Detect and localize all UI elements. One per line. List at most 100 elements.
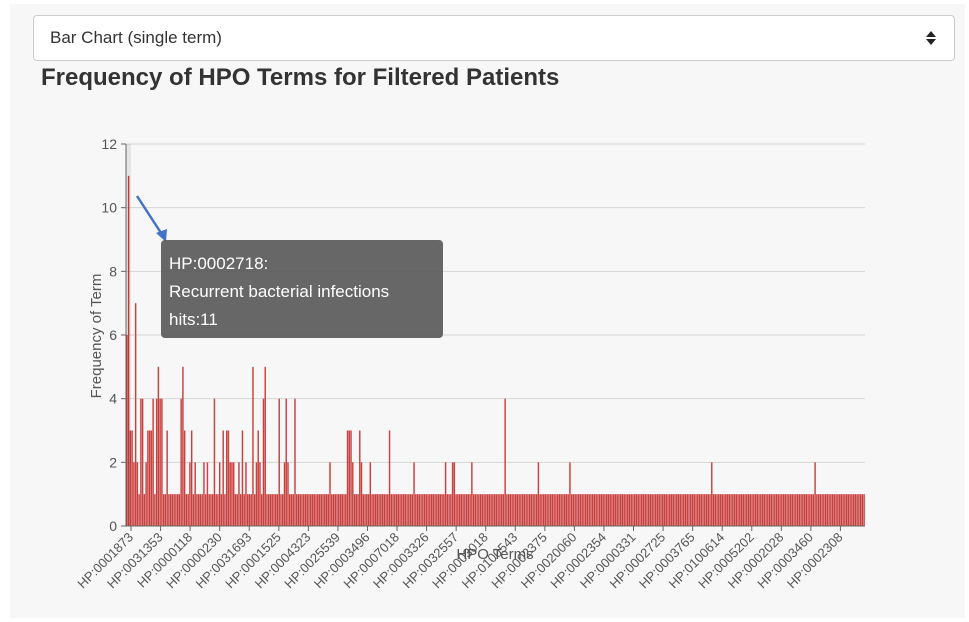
bar[interactable]	[534, 494, 536, 526]
bar[interactable]	[457, 494, 459, 526]
bar[interactable]	[626, 494, 629, 526]
bar[interactable]	[187, 494, 189, 526]
bar[interactable]	[278, 398, 280, 526]
bar[interactable]	[830, 494, 832, 526]
bar[interactable]	[737, 494, 739, 526]
bar[interactable]	[662, 494, 664, 526]
bar[interactable]	[812, 494, 815, 526]
bar[interactable]	[373, 494, 375, 526]
bar[interactable]	[458, 494, 461, 526]
bar[interactable]	[273, 494, 275, 526]
bar[interactable]	[733, 494, 736, 526]
bar[interactable]	[560, 494, 562, 526]
bar[interactable]	[753, 494, 755, 526]
bar[interactable]	[598, 494, 601, 526]
bar[interactable]	[161, 398, 163, 526]
bar[interactable]	[838, 494, 841, 526]
bar[interactable]	[182, 366, 184, 526]
bar[interactable]	[194, 462, 196, 526]
bar[interactable]	[856, 494, 858, 526]
bar[interactable]	[271, 494, 273, 526]
bar[interactable]	[264, 366, 266, 526]
bar[interactable]	[591, 494, 594, 526]
bar[interactable]	[208, 494, 210, 526]
bar[interactable]	[383, 494, 386, 526]
bar[interactable]	[197, 494, 200, 526]
bar[interactable]	[828, 494, 830, 526]
bar[interactable]	[334, 494, 336, 526]
bar[interactable]	[858, 494, 860, 526]
bar[interactable]	[460, 494, 463, 526]
bar[interactable]	[402, 494, 405, 526]
bar[interactable]	[376, 494, 379, 526]
bar[interactable]	[807, 494, 809, 526]
bar[interactable]	[502, 494, 505, 526]
bar[interactable]	[549, 494, 552, 526]
bar[interactable]	[283, 462, 286, 526]
bar[interactable]	[840, 494, 843, 526]
bar[interactable]	[651, 494, 653, 526]
bar[interactable]	[514, 494, 517, 526]
bar[interactable]	[569, 462, 571, 526]
bar[interactable]	[467, 494, 470, 526]
bar[interactable]	[488, 494, 491, 526]
bar[interactable]	[175, 494, 177, 526]
bar[interactable]	[849, 494, 851, 526]
bar[interactable]	[593, 494, 596, 526]
bar[interactable]	[511, 494, 513, 526]
bar[interactable]	[126, 335, 128, 526]
bar[interactable]	[239, 494, 242, 526]
bar[interactable]	[775, 494, 778, 526]
bar[interactable]	[134, 303, 137, 526]
bar[interactable]	[380, 494, 382, 526]
bar[interactable]	[422, 494, 424, 526]
bar[interactable]	[448, 494, 450, 526]
bar[interactable]	[308, 494, 310, 526]
bar[interactable]	[451, 462, 454, 526]
bar[interactable]	[541, 494, 543, 526]
bar[interactable]	[821, 494, 823, 526]
bar[interactable]	[669, 494, 671, 526]
bar[interactable]	[176, 494, 179, 526]
bar[interactable]	[497, 494, 499, 526]
bar[interactable]	[371, 494, 373, 526]
bar[interactable]	[260, 494, 263, 526]
bar[interactable]	[679, 494, 681, 526]
bar[interactable]	[276, 494, 279, 526]
bar[interactable]	[225, 430, 228, 527]
bar[interactable]	[588, 494, 590, 526]
bar[interactable]	[648, 494, 650, 526]
bar[interactable]	[366, 494, 368, 526]
bar[interactable]	[169, 494, 172, 526]
bar[interactable]	[786, 494, 788, 526]
bar[interactable]	[164, 494, 167, 526]
bar[interactable]	[600, 494, 603, 526]
bar[interactable]	[211, 494, 214, 526]
bar[interactable]	[397, 494, 400, 526]
bar[interactable]	[320, 494, 322, 526]
bar[interactable]	[520, 494, 522, 526]
bar[interactable]	[478, 494, 480, 526]
bar[interactable]	[525, 494, 527, 526]
bar[interactable]	[394, 494, 396, 526]
bar[interactable]	[222, 430, 224, 527]
bar[interactable]	[663, 494, 666, 526]
bar[interactable]	[127, 175, 130, 527]
bar[interactable]	[584, 494, 587, 526]
bar[interactable]	[859, 494, 862, 526]
bar[interactable]	[241, 430, 244, 527]
bar[interactable]	[523, 494, 526, 526]
bar[interactable]	[450, 494, 452, 526]
bar[interactable]	[296, 494, 298, 526]
bar[interactable]	[861, 494, 864, 526]
bar[interactable]	[718, 494, 720, 526]
bar[interactable]	[739, 494, 741, 526]
bar[interactable]	[217, 494, 219, 526]
bar[interactable]	[148, 430, 151, 527]
bar[interactable]	[506, 494, 508, 526]
bar[interactable]	[761, 494, 764, 526]
bar[interactable]	[189, 462, 191, 526]
bar[interactable]	[493, 494, 496, 526]
bar[interactable]	[231, 462, 233, 526]
bar[interactable]	[236, 494, 238, 526]
